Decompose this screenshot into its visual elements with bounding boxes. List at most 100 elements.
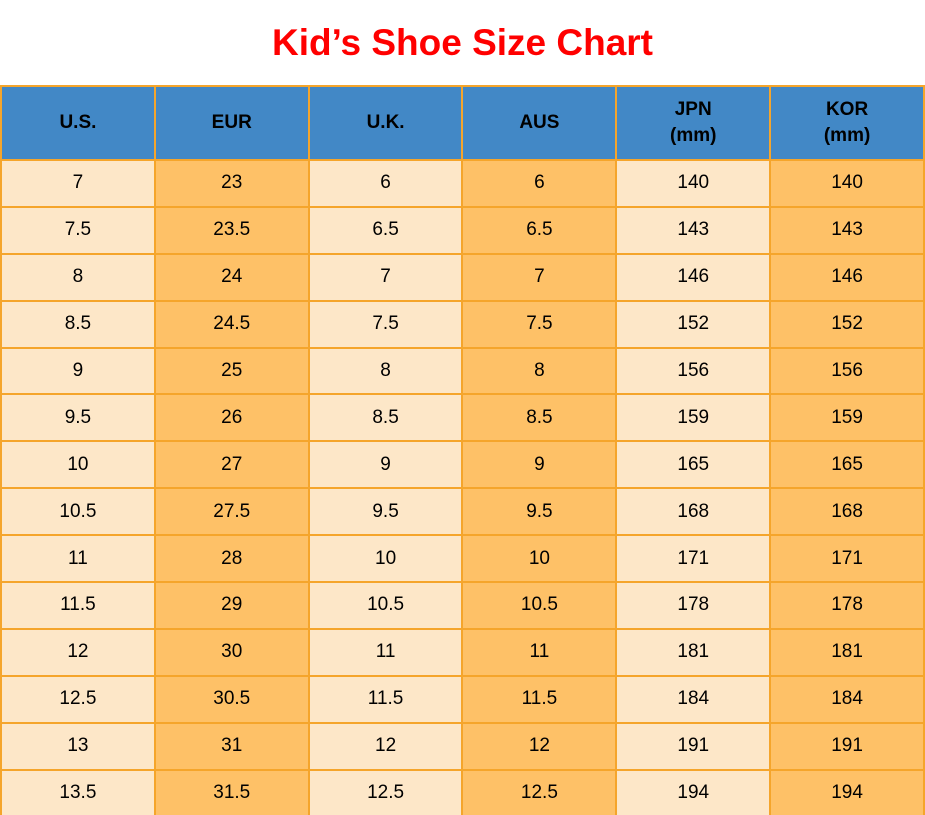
table-cell: 181 bbox=[615, 627, 772, 677]
table-cell: 30 bbox=[153, 627, 310, 677]
column-header-label: EUR bbox=[211, 112, 252, 134]
table-cell: 27 bbox=[153, 440, 310, 490]
table-cell: 6.5 bbox=[461, 205, 618, 255]
table-cell: 9.5 bbox=[461, 487, 618, 537]
table-cell: 9 bbox=[307, 440, 464, 490]
column-header-kor: KOR (mm) bbox=[769, 85, 925, 161]
table-cell: 11.5 bbox=[461, 674, 618, 724]
table-cell: 10 bbox=[0, 440, 156, 490]
table-cell: 9.5 bbox=[0, 393, 156, 443]
table-cell: 8.5 bbox=[307, 393, 464, 443]
table-row: 9.5 26 8.5 8.5 159 159 bbox=[0, 393, 925, 443]
column-header-uk: U.K. bbox=[307, 85, 464, 161]
table-header: U.S. EUR U.K. AUS JPN (mm) KOR (mm) bbox=[0, 85, 925, 161]
column-header-label: U.S. bbox=[59, 112, 97, 134]
table-cell: 13 bbox=[0, 721, 156, 771]
table-cell: 11 bbox=[307, 627, 464, 677]
table-cell: 10 bbox=[461, 534, 618, 584]
table-cell: 11 bbox=[461, 627, 618, 677]
table-row: 7 23 6 6 140 140 bbox=[0, 159, 925, 208]
table-row: 13.5 31.5 12.5 12.5 194 194 bbox=[0, 768, 925, 815]
table-cell: 23.5 bbox=[153, 205, 310, 255]
column-header-sublabel: (mm) bbox=[670, 125, 717, 146]
table-cell: 6 bbox=[461, 159, 618, 208]
title-bar: Kid’s Shoe Size Chart bbox=[0, 0, 925, 85]
table-cell: 152 bbox=[615, 299, 772, 349]
column-header-aus: AUS bbox=[461, 85, 618, 161]
table-row: 8.5 24.5 7.5 7.5 152 152 bbox=[0, 299, 925, 349]
table-cell: 159 bbox=[615, 393, 772, 443]
table-cell: 184 bbox=[615, 674, 772, 724]
table-cell: 159 bbox=[769, 393, 925, 443]
table-cell: 6.5 bbox=[307, 205, 464, 255]
column-header-eur: EUR bbox=[153, 85, 310, 161]
table-cell: 165 bbox=[769, 440, 925, 490]
table-cell: 152 bbox=[769, 299, 925, 349]
table-cell: 7 bbox=[307, 252, 464, 302]
table-cell: 8 bbox=[461, 346, 618, 396]
table-cell: 156 bbox=[769, 346, 925, 396]
table-cell: 140 bbox=[615, 159, 772, 208]
header-row: U.S. EUR U.K. AUS JPN (mm) KOR (mm) bbox=[0, 85, 925, 161]
shoe-size-table: U.S. EUR U.K. AUS JPN (mm) KOR (mm) 7 23 6 6 140 140… bbox=[0, 85, 925, 815]
table-cell: 168 bbox=[769, 487, 925, 537]
table-cell: 24.5 bbox=[153, 299, 310, 349]
table-cell: 8 bbox=[0, 252, 156, 302]
table-cell: 7 bbox=[0, 159, 156, 208]
column-header-sublabel: (mm) bbox=[823, 125, 871, 146]
column-header-label: U.K. bbox=[366, 112, 405, 134]
table-cell: 168 bbox=[615, 487, 772, 537]
table-cell: 30.5 bbox=[153, 674, 310, 724]
table-row: 10 27 9 9 165 165 bbox=[0, 440, 925, 490]
page-title: Kid’s Shoe Size Chart bbox=[271, 21, 654, 63]
table-row: 9 25 8 8 156 156 bbox=[0, 346, 925, 396]
table-cell: 31 bbox=[153, 721, 310, 771]
table-cell: 8.5 bbox=[461, 393, 618, 443]
column-header-label: KOR bbox=[825, 99, 869, 121]
table-cell: 178 bbox=[615, 581, 772, 630]
table-row: 13 31 12 12 191 191 bbox=[0, 721, 925, 771]
table-cell: 29 bbox=[153, 581, 310, 630]
table-cell: 12 bbox=[307, 721, 464, 771]
table-cell: 7.5 bbox=[307, 299, 464, 349]
table-cell: 178 bbox=[769, 581, 925, 630]
table-cell: 12 bbox=[461, 721, 618, 771]
table-cell: 12 bbox=[0, 627, 156, 677]
table-cell: 9 bbox=[461, 440, 618, 490]
table-cell: 12.5 bbox=[0, 674, 156, 724]
table-cell: 146 bbox=[615, 252, 772, 302]
table-cell: 9.5 bbox=[307, 487, 464, 537]
table-cell: 156 bbox=[615, 346, 772, 396]
table-row: 7.5 23.5 6.5 6.5 143 143 bbox=[0, 205, 925, 255]
table-cell: 140 bbox=[769, 159, 925, 208]
table-cell: 171 bbox=[615, 534, 772, 584]
table-cell: 11.5 bbox=[0, 581, 156, 630]
table-cell: 10.5 bbox=[461, 581, 618, 630]
table-cell: 26 bbox=[153, 393, 310, 443]
table-cell: 13.5 bbox=[0, 768, 156, 815]
table-cell: 25 bbox=[153, 346, 310, 396]
table-body: 7 23 6 6 140 140 7.5 23.5 6.5 6.5 143 143 8 24 7 7 146 14… bbox=[0, 159, 925, 815]
table-cell: 10.5 bbox=[307, 581, 464, 630]
table-cell: 24 bbox=[153, 252, 310, 302]
table-row: 10.5 27.5 9.5 9.5 168 168 bbox=[0, 487, 925, 537]
table-row: 8 24 7 7 146 146 bbox=[0, 252, 925, 302]
table-cell: 8 bbox=[307, 346, 464, 396]
table-cell: 23 bbox=[153, 159, 310, 208]
table-row: 11 28 10 10 171 171 bbox=[0, 534, 925, 584]
table-cell: 194 bbox=[769, 768, 925, 815]
table-cell: 165 bbox=[615, 440, 772, 490]
table-cell: 181 bbox=[769, 627, 925, 677]
table-cell: 184 bbox=[769, 674, 925, 724]
table-cell: 7 bbox=[461, 252, 618, 302]
table-cell: 10.5 bbox=[0, 487, 156, 537]
table-cell: 6 bbox=[307, 159, 464, 208]
table-cell: 12.5 bbox=[461, 768, 618, 815]
table-cell: 28 bbox=[153, 534, 310, 584]
table-cell: 194 bbox=[615, 768, 772, 815]
column-header-label: AUS bbox=[519, 112, 560, 134]
table-cell: 191 bbox=[769, 721, 925, 771]
table-row: 12.5 30.5 11.5 11.5 184 184 bbox=[0, 674, 925, 724]
table-cell: 143 bbox=[615, 205, 772, 255]
table-cell: 31.5 bbox=[153, 768, 310, 815]
